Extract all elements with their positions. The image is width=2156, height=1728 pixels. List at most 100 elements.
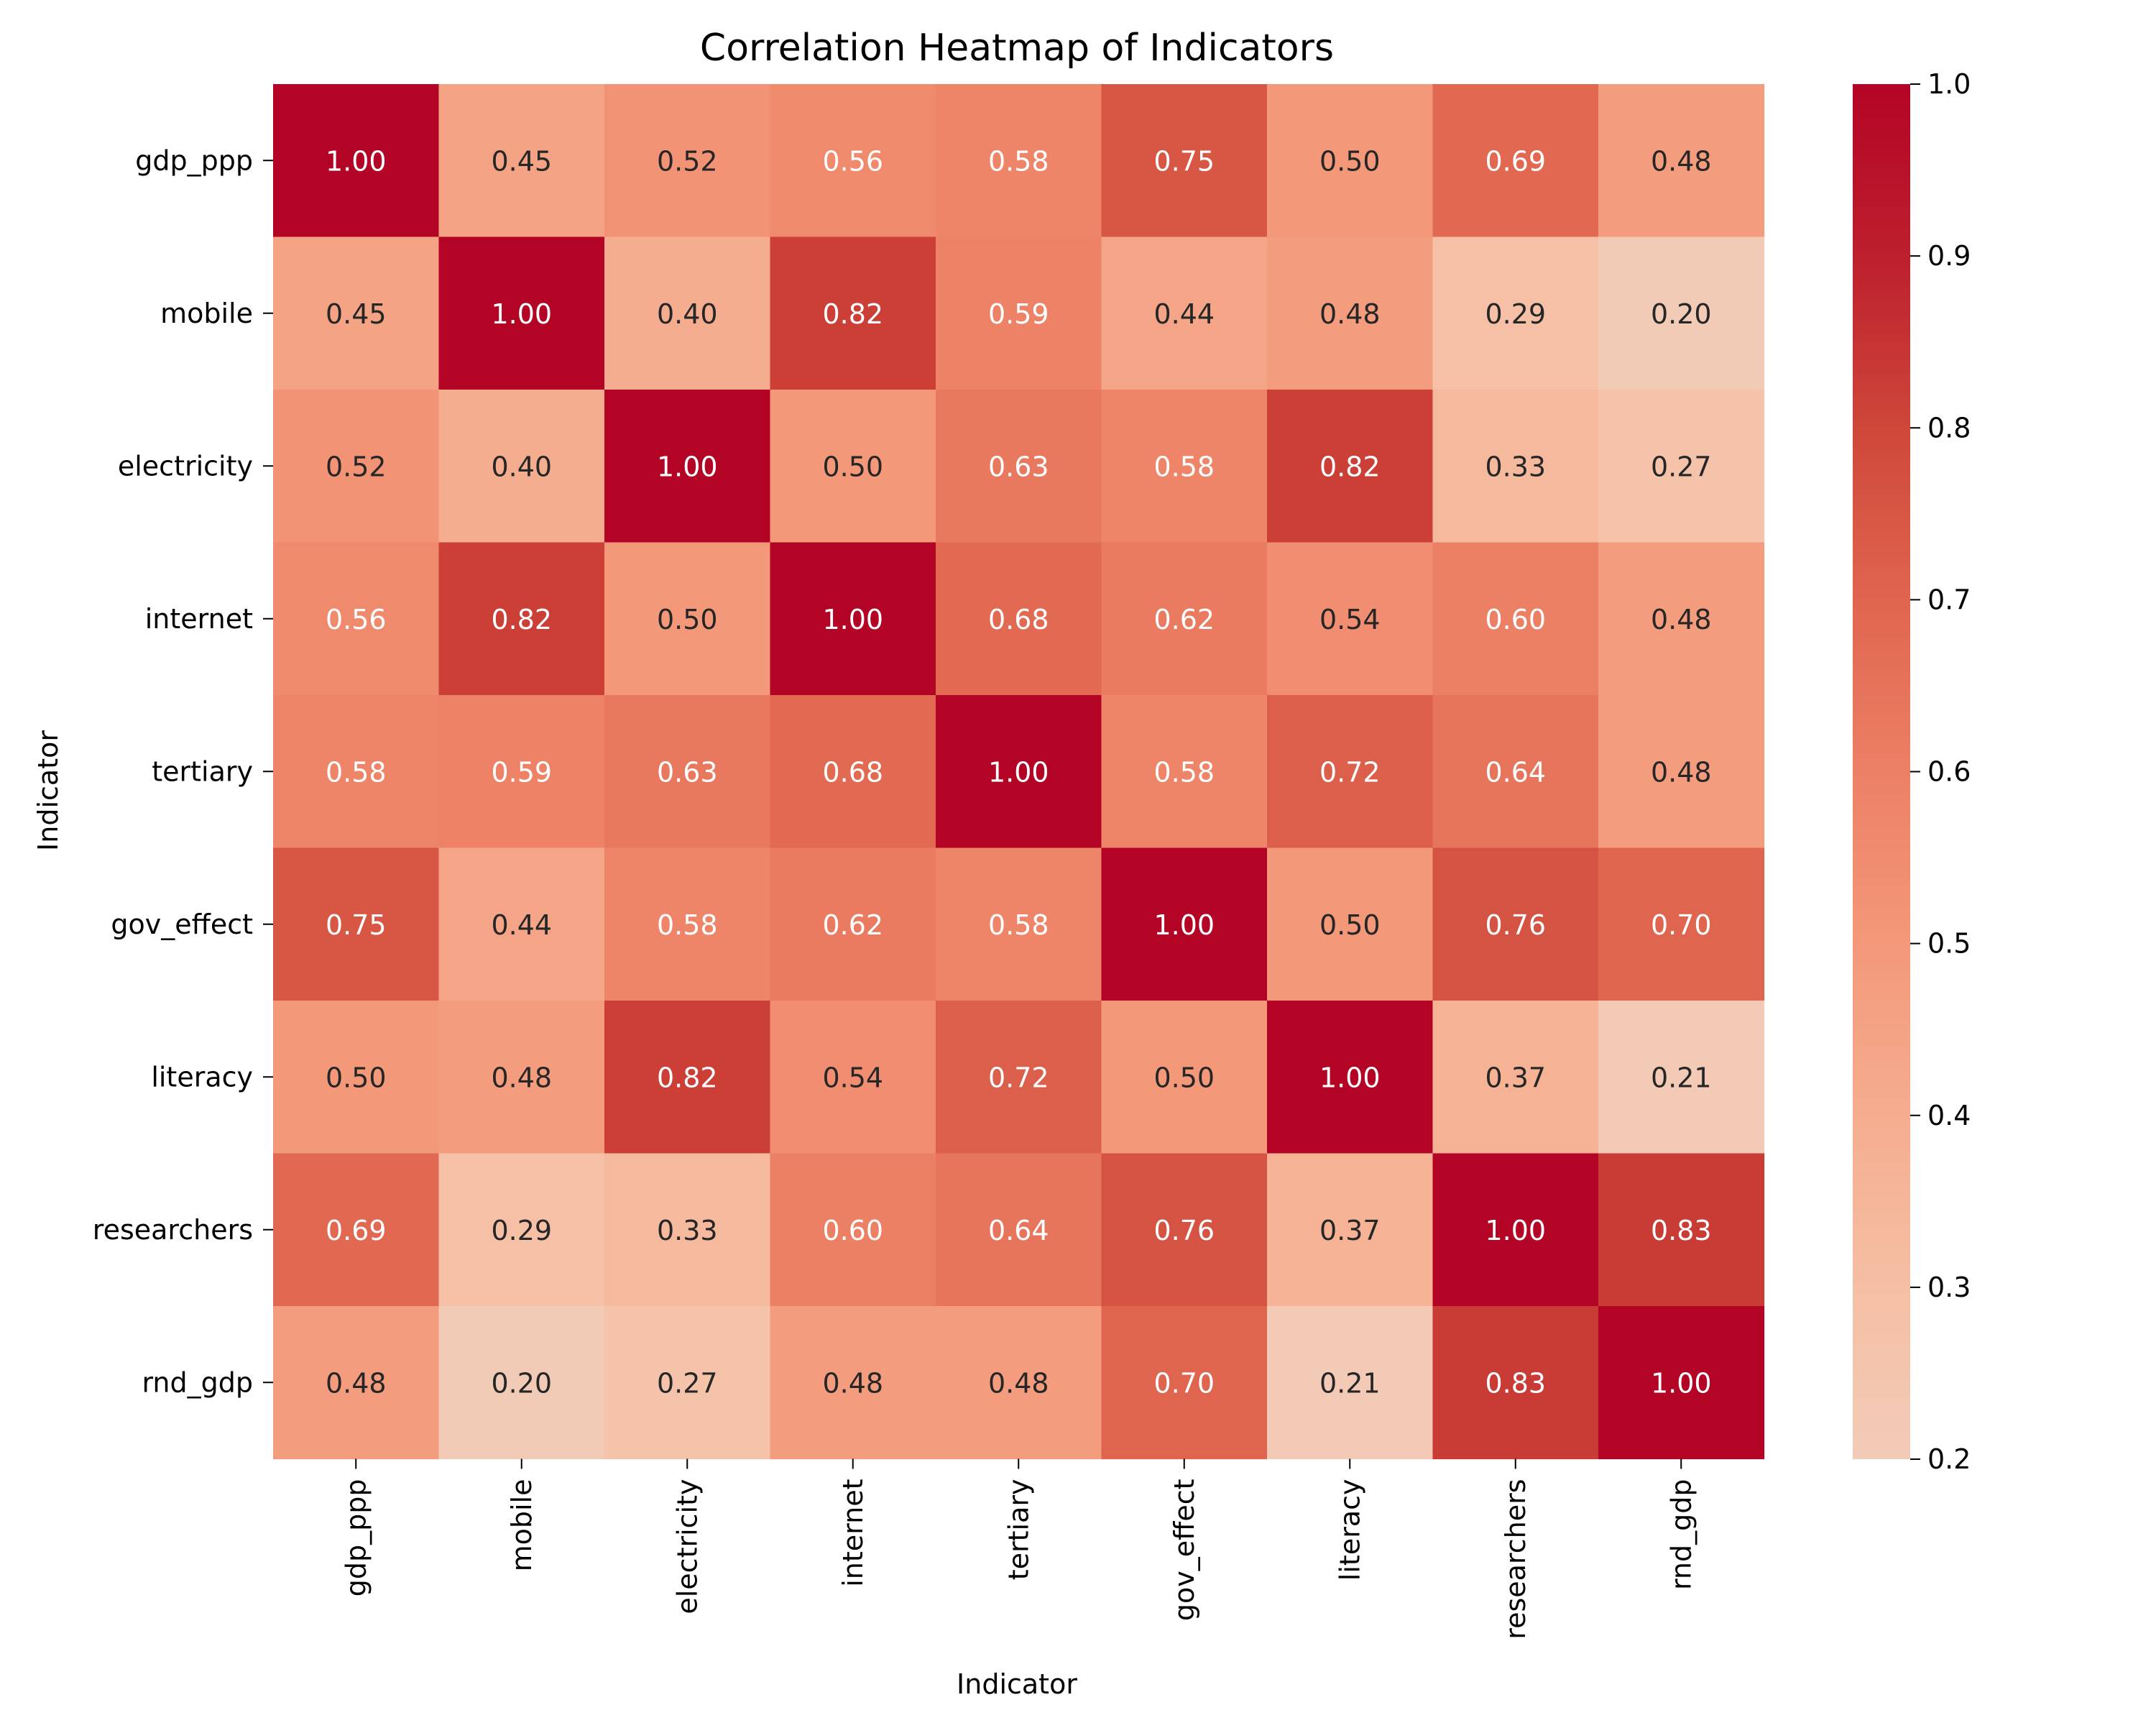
heatmap-cell-tertiary-internet: [770, 695, 936, 849]
heatmap-cell-internet-gdp_ppp: [273, 542, 440, 696]
cell-value-label-researchers-tertiary: 0.64: [988, 1215, 1049, 1246]
heatmap-cell-rnd_gdp-researchers: [1432, 1306, 1599, 1460]
heatmap-cell-researchers-internet: [770, 1153, 936, 1307]
y-tick-label-electricity: electricity: [118, 450, 253, 482]
cell-value-label-gov_effect-gov_effect: 1.00: [1153, 909, 1215, 941]
cell-value-label-internet-gov_effect: 0.62: [1153, 604, 1215, 635]
colorbar-tick-label-1.0: 1.0: [1927, 68, 1971, 100]
heatmap-cell-rnd_gdp-gov_effect: [1101, 1306, 1268, 1460]
heatmap-cell-gdp_ppp-literacy: [1267, 84, 1434, 238]
heatmap-cell-researchers-mobile: [438, 1153, 605, 1307]
heatmap-cell-literacy-gov_effect: [1101, 1001, 1268, 1154]
cell-value-label-literacy-rnd_gdp: 0.21: [1651, 1062, 1712, 1093]
y-tick-label-researchers: researchers: [93, 1214, 253, 1246]
cell-value-label-rnd_gdp-tertiary: 0.48: [988, 1367, 1049, 1399]
cell-value-label-tertiary-gdp_ppp: 0.58: [326, 756, 387, 788]
cell-value-label-rnd_gdp-gdp_ppp: 0.48: [326, 1367, 387, 1399]
heatmap-cell-rnd_gdp-literacy: [1267, 1306, 1434, 1460]
cell-value-label-gov_effect-tertiary: 0.58: [988, 909, 1049, 941]
heatmap-cell-literacy-literacy: [1267, 1001, 1434, 1154]
chart-title: Correlation Heatmap of Indicators: [700, 27, 1334, 70]
heatmap-cell-mobile-rnd_gdp: [1598, 236, 1765, 390]
cell-value-label-literacy-literacy: 1.00: [1319, 1062, 1381, 1093]
heatmap-cell-literacy-rnd_gdp: [1598, 1001, 1765, 1154]
cell-value-label-gov_effect-internet: 0.62: [822, 909, 883, 941]
heatmap-cell-tertiary-electricity: [604, 695, 771, 849]
heatmap-cell-tertiary-gdp_ppp: [273, 695, 440, 849]
cell-value-label-gov_effect-researchers: 0.76: [1485, 909, 1546, 941]
heatmap-cell-internet-rnd_gdp: [1598, 542, 1765, 696]
heatmap-cell-labels: 1.00 0.45 0.52 0.56 0.58 0.75 0.50 0.69 0.48 0.45…: [326, 145, 1712, 1399]
heatmap-cell-researchers-electricity: [604, 1153, 771, 1307]
cell-value-label-electricity-internet: 0.50: [822, 451, 883, 482]
cell-value-label-gov_effect-gdp_ppp: 0.75: [326, 909, 387, 941]
cell-value-label-gdp_ppp-internet: 0.56: [822, 145, 883, 177]
cell-value-label-internet-electricity: 0.50: [657, 604, 718, 635]
cell-value-label-tertiary-tertiary: 1.00: [988, 756, 1049, 788]
x-axis-ticks: gdp_ppp mobile electricity internet tertiary…: [340, 1458, 1697, 1640]
heatmap-cell-tertiary-mobile: [438, 695, 605, 849]
y-tick-label-gdp_ppp: gdp_ppp: [135, 144, 253, 176]
heatmap-cell-literacy-mobile: [438, 1001, 605, 1154]
cell-value-label-literacy-tertiary: 0.72: [988, 1062, 1049, 1093]
cell-value-label-electricity-gov_effect: 0.58: [1153, 451, 1215, 482]
cell-value-label-rnd_gdp-electricity: 0.27: [657, 1367, 718, 1399]
heatmap-cells: [273, 84, 1765, 1460]
cell-value-label-mobile-electricity: 0.40: [657, 298, 718, 330]
colorbar-ticks: 0.2 0.3 0.4 0.5 0.6 0.7 0.8 0.9 1.0: [1910, 68, 1971, 1475]
cell-value-label-rnd_gdp-internet: 0.48: [822, 1367, 883, 1399]
cell-value-label-internet-tertiary: 0.68: [988, 604, 1049, 635]
cell-value-label-rnd_gdp-gov_effect: 0.70: [1153, 1367, 1215, 1399]
cell-value-label-literacy-gdp_ppp: 0.50: [326, 1062, 387, 1093]
heatmap-cell-gdp_ppp-gov_effect: [1101, 84, 1268, 238]
cell-value-label-gdp_ppp-tertiary: 0.58: [988, 145, 1049, 177]
heatmap-cell-internet-electricity: [604, 542, 771, 696]
x-tick-label-rnd_gdp: rnd_gdp: [1665, 1479, 1697, 1591]
cell-value-label-gdp_ppp-rnd_gdp: 0.48: [1651, 145, 1712, 177]
heatmap-cell-gdp_ppp-researchers: [1432, 84, 1599, 238]
cell-value-label-electricity-researchers: 0.33: [1485, 451, 1546, 482]
heatmap-cell-electricity-literacy: [1267, 390, 1434, 543]
y-tick-label-mobile: mobile: [160, 298, 253, 329]
heatmap-cell-gov_effect-researchers: [1432, 847, 1599, 1001]
heatmap-cell-gov_effect-rnd_gdp: [1598, 847, 1765, 1001]
cell-value-label-tertiary-gov_effect: 0.58: [1153, 756, 1215, 788]
cell-value-label-literacy-electricity: 0.82: [657, 1062, 718, 1093]
cell-value-label-electricity-tertiary: 0.63: [988, 451, 1049, 482]
cell-value-label-mobile-gov_effect: 0.44: [1153, 298, 1215, 330]
heatmap-cell-rnd_gdp-mobile: [438, 1306, 605, 1460]
cell-value-label-gov_effect-rnd_gdp: 0.70: [1651, 909, 1712, 941]
cell-value-label-literacy-researchers: 0.37: [1485, 1062, 1546, 1093]
x-tick-label-gov_effect: gov_effect: [1169, 1479, 1200, 1622]
cell-value-label-internet-internet: 1.00: [822, 604, 883, 635]
heatmap-cell-literacy-researchers: [1432, 1001, 1599, 1154]
cell-value-label-rnd_gdp-literacy: 0.21: [1319, 1367, 1381, 1399]
heatmap-cell-internet-gov_effect: [1101, 542, 1268, 696]
heatmap-cell-mobile-literacy: [1267, 236, 1434, 390]
heatmap-cell-gov_effect-gdp_ppp: [273, 847, 440, 1001]
heatmap-cell-gdp_ppp-tertiary: [936, 84, 1102, 238]
heatmap-cell-tertiary-gov_effect: [1101, 695, 1268, 849]
heatmap-cell-electricity-mobile: [438, 390, 605, 543]
heatmap-cell-rnd_gdp-electricity: [604, 1306, 771, 1460]
x-axis-label: Indicator: [957, 1668, 1077, 1700]
y-axis-label: Indicator: [32, 730, 64, 851]
cell-value-label-tertiary-rnd_gdp: 0.48: [1651, 756, 1712, 788]
cell-value-label-mobile-rnd_gdp: 0.20: [1651, 298, 1712, 330]
cell-value-label-electricity-rnd_gdp: 0.27: [1651, 451, 1712, 482]
cell-value-label-gov_effect-electricity: 0.58: [657, 909, 718, 941]
cell-value-label-internet-researchers: 0.60: [1485, 604, 1546, 635]
cell-value-label-tertiary-researchers: 0.64: [1485, 756, 1546, 788]
heatmap-cell-rnd_gdp-rnd_gdp: [1598, 1306, 1765, 1460]
x-tick-label-tertiary: tertiary: [1003, 1479, 1034, 1581]
cell-value-label-internet-mobile: 0.82: [491, 604, 552, 635]
heatmap-cell-electricity-researchers: [1432, 390, 1599, 543]
colorbar-tick-label-0.8: 0.8: [1927, 412, 1971, 444]
cell-value-label-electricity-literacy: 0.82: [1319, 451, 1381, 482]
cell-value-label-gdp_ppp-gdp_ppp: 1.00: [326, 145, 387, 177]
heatmap-cell-electricity-tertiary: [936, 390, 1102, 543]
cell-value-label-electricity-gdp_ppp: 0.52: [326, 451, 387, 482]
cell-value-label-literacy-internet: 0.54: [822, 1062, 883, 1093]
cell-value-label-researchers-gov_effect: 0.76: [1153, 1215, 1215, 1246]
